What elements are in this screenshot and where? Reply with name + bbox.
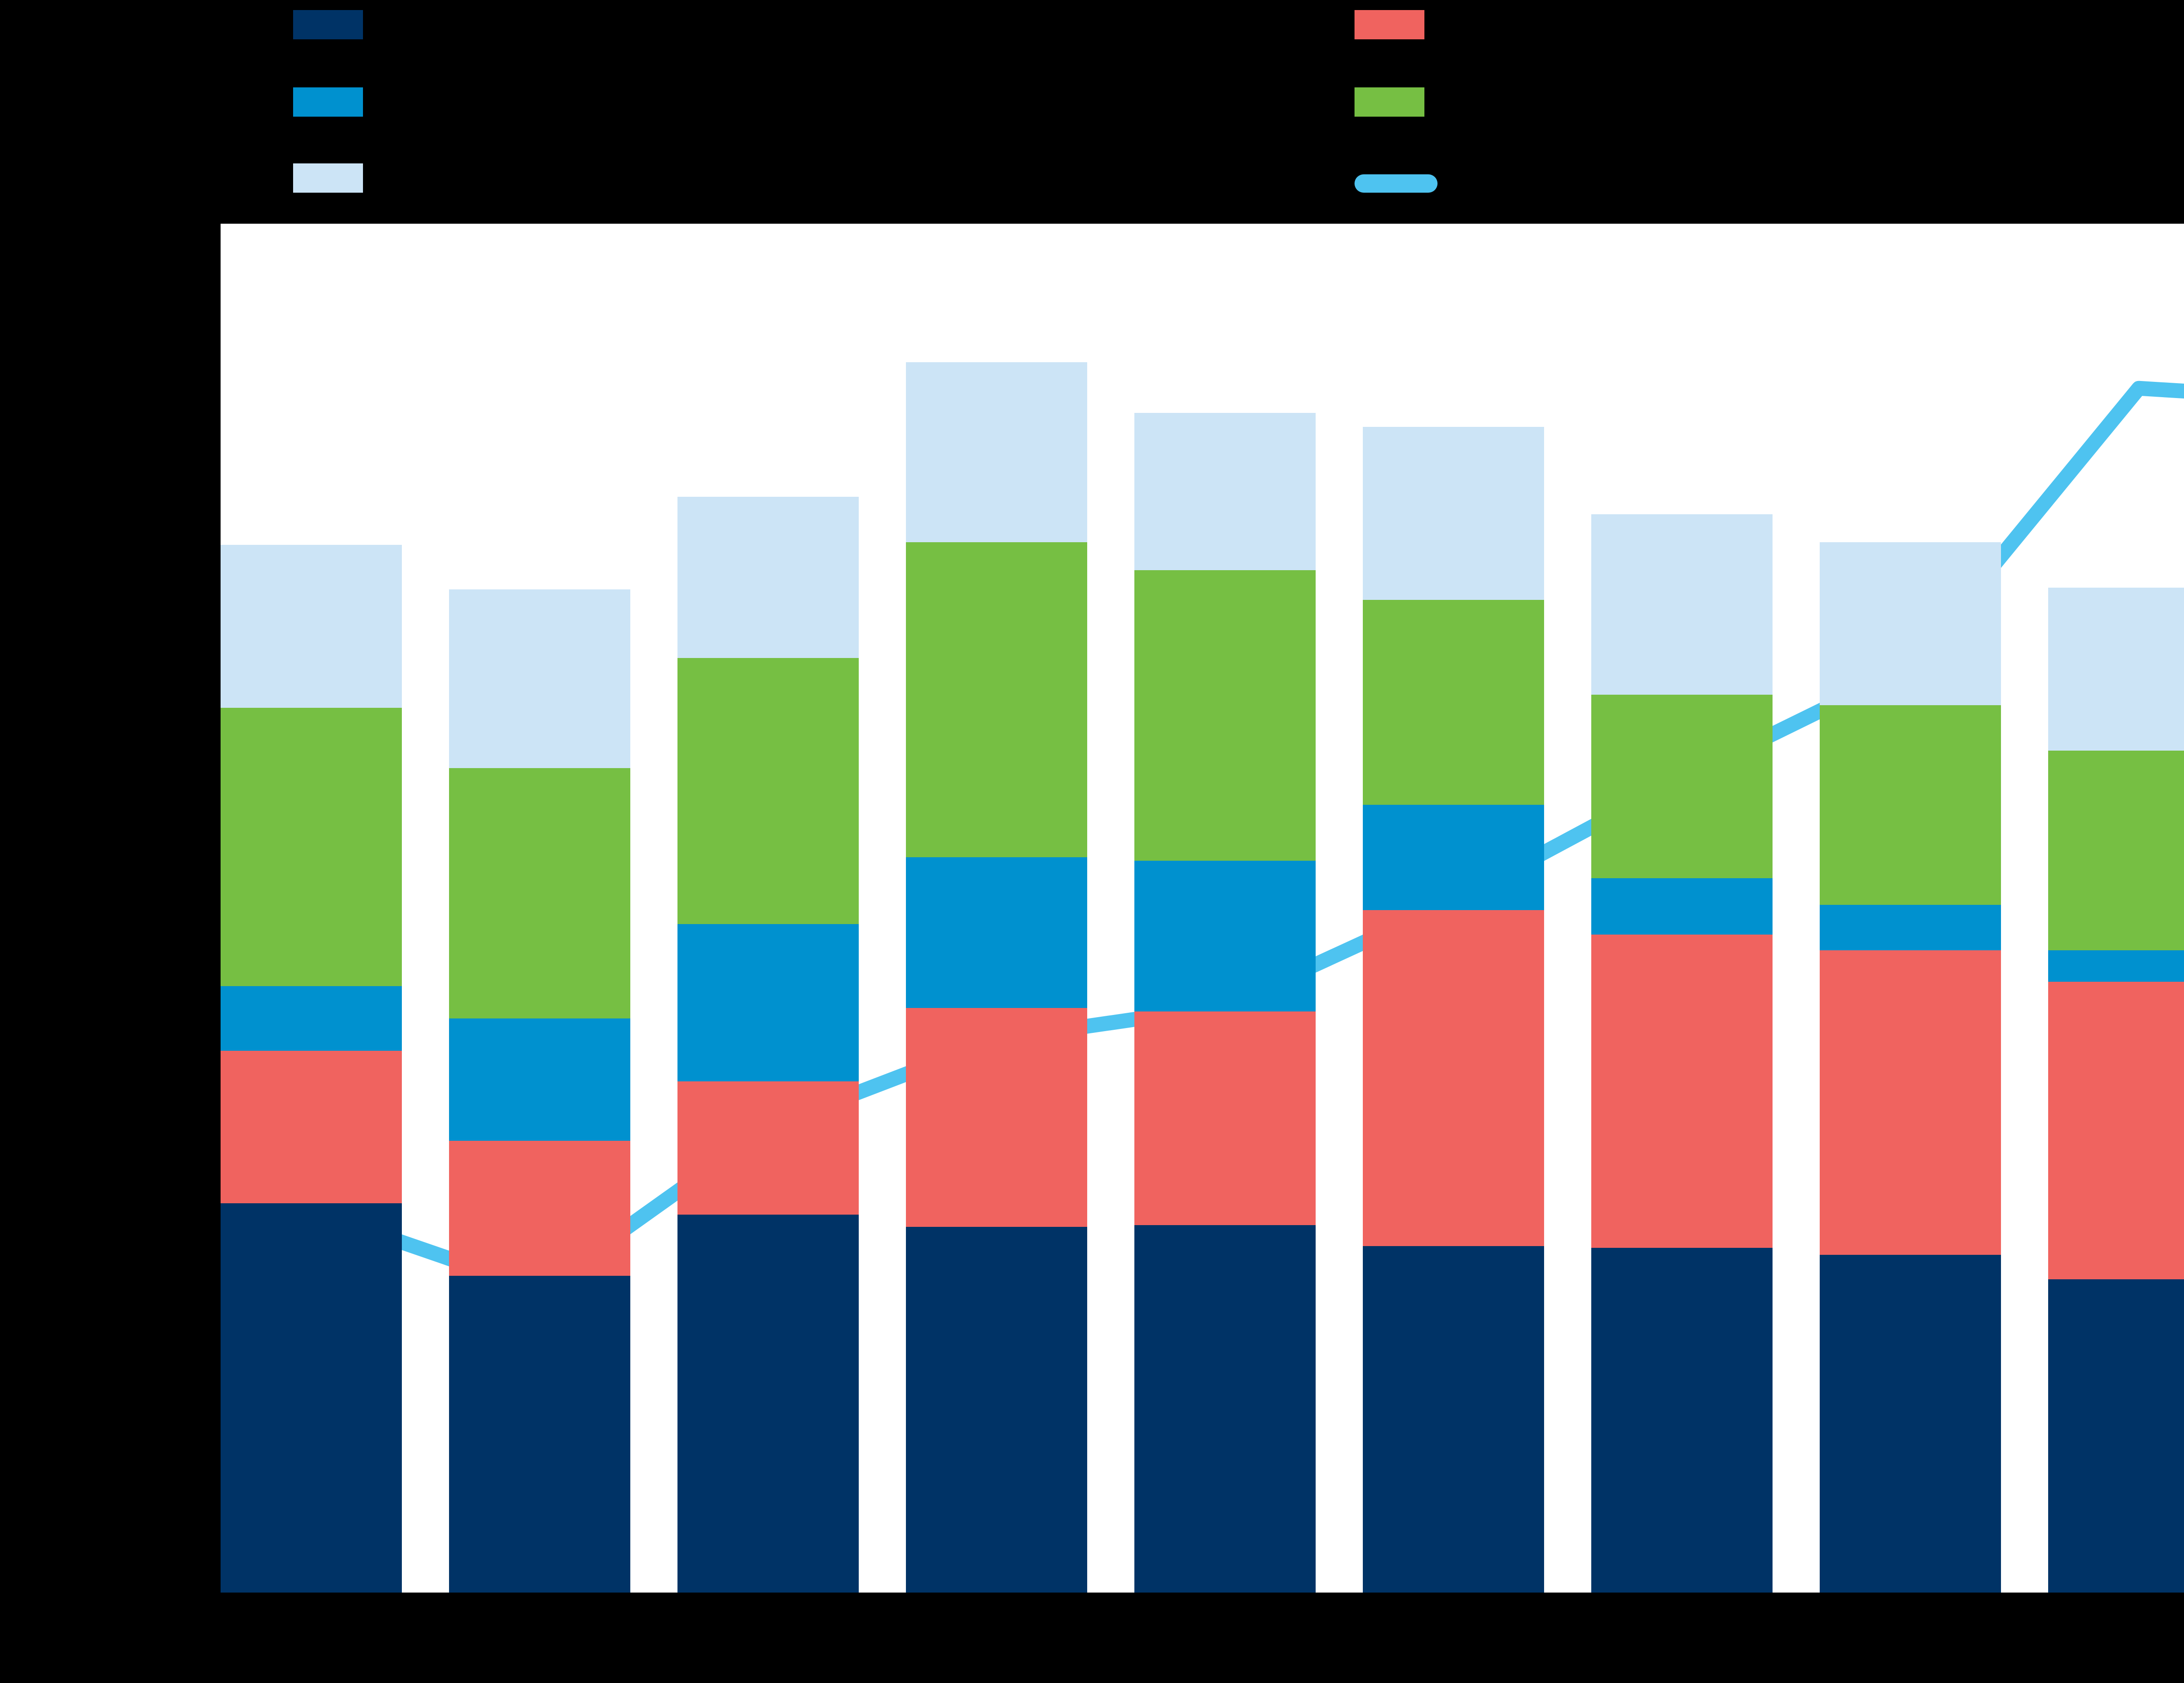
legend-color-swatch (293, 163, 363, 193)
bar-segment-series-3[interactable] (677, 924, 859, 1082)
bar-segment-series-4[interactable] (221, 707, 402, 986)
bar-segment-series-5[interactable] (677, 497, 859, 658)
bar-segment-series-1[interactable] (2048, 1279, 2184, 1593)
bar-3[interactable] (677, 497, 859, 1593)
legend-color-swatch (293, 10, 363, 40)
legend-item-label: Series 4 (1450, 10, 1549, 40)
y-axis-tick-label: 2,000 (124, 1227, 192, 1257)
bar-segment-series-4[interactable] (906, 542, 1087, 858)
y-axis-tick-label: 8,000 (124, 177, 192, 207)
bar-7[interactable] (1591, 514, 1773, 1593)
bar-segment-series-5[interactable] (906, 362, 1087, 543)
bar-segment-series-1[interactable] (449, 1275, 630, 1593)
y-axis-tick-label: 0 (177, 1577, 192, 1607)
bar-segment-series-1[interactable] (1820, 1254, 2001, 1593)
bar-segment-series-4[interactable] (2048, 751, 2184, 950)
bar-segment-series-2[interactable] (1591, 934, 1773, 1248)
bar-segment-series-2[interactable] (1363, 910, 1544, 1246)
bar-segment-series-5[interactable] (1591, 514, 1773, 695)
legend-item-label: Line series (1463, 168, 1594, 198)
bar-segment-series-5[interactable] (1363, 426, 1544, 600)
legend-color-swatch (293, 87, 363, 117)
legend-item-series-3[interactable]: Series 3 (293, 163, 487, 194)
bar-segment-series-2[interactable] (677, 1081, 859, 1215)
bar-segment-series-1[interactable] (1363, 1246, 1544, 1593)
bar-segment-series-5[interactable] (2048, 588, 2184, 751)
bar-segment-series-2[interactable] (906, 1008, 1087, 1227)
bar-segment-series-2[interactable] (1134, 1011, 1316, 1225)
bar-segment-series-5[interactable] (449, 589, 630, 769)
plot-area (221, 224, 2184, 1593)
bar-4[interactable] (906, 362, 1087, 1593)
bar-segment-series-5[interactable] (221, 545, 402, 708)
legend-item-line-series[interactable]: Line series (1355, 168, 1594, 199)
chart-legend: Series 1 Series 2 Series 3 Series 4 Series 5… (0, 0, 2184, 224)
bar-segment-series-2[interactable] (221, 1051, 402, 1203)
bar-1[interactable] (221, 545, 402, 1593)
y-axis-tick-label: 3,000 (124, 1052, 192, 1083)
legend-item-series-4[interactable]: Series 4 (1355, 9, 1549, 40)
bar-segment-series-3[interactable] (221, 986, 402, 1051)
legend-color-swatch (1355, 87, 1424, 117)
bar-segment-series-1[interactable] (1134, 1225, 1316, 1593)
legend-color-swatch (1355, 10, 1424, 40)
bar-segment-series-2[interactable] (449, 1141, 630, 1276)
bar-segment-series-4[interactable] (1820, 705, 2001, 905)
bar-segment-series-4[interactable] (1363, 600, 1544, 805)
bar-segment-series-3[interactable] (1363, 805, 1544, 910)
line-series-path (304, 381, 2184, 1297)
bar-segment-series-5[interactable] (1134, 412, 1316, 571)
legend-item-series-2[interactable]: Series 2 (293, 87, 487, 118)
bar-9[interactable] (2048, 588, 2184, 1593)
legend-item-label: Series 5 (1450, 87, 1549, 117)
bar-segment-series-3[interactable] (1820, 904, 2001, 950)
bar-segment-series-1[interactable] (677, 1214, 859, 1593)
bar-segment-series-4[interactable] (449, 768, 630, 1018)
legend-item-label: Series 2 (388, 87, 488, 117)
line-series-overlay (304, 381, 2184, 1297)
bar-segment-series-4[interactable] (1134, 570, 1316, 861)
bar-segment-series-1[interactable] (221, 1203, 402, 1593)
legend-line-marker (1355, 174, 1438, 193)
bar-segment-series-3[interactable] (906, 857, 1087, 1008)
y-axis-tick-label: 1,000 (124, 1402, 192, 1433)
bar-segment-series-2[interactable] (2048, 981, 2184, 1279)
bar-segment-series-3[interactable] (449, 1018, 630, 1141)
legend-item-series-5[interactable]: Series 5 (1355, 87, 1549, 118)
y-axis-tick-label: 7,000 (124, 352, 192, 382)
bar-segment-series-1[interactable] (906, 1226, 1087, 1593)
bar-5[interactable] (1134, 412, 1316, 1593)
bar-segment-series-4[interactable] (677, 658, 859, 924)
bar-segment-series-3[interactable] (2048, 950, 2184, 982)
legend-item-label: Series 3 (388, 163, 488, 193)
bar-segment-series-5[interactable] (1820, 542, 2001, 705)
legend-item-label: Series 1 (388, 10, 488, 40)
legend-item-series-1[interactable]: Series 1 (293, 9, 487, 40)
bar-segment-series-3[interactable] (1591, 878, 1773, 935)
bar-segment-series-4[interactable] (1591, 694, 1773, 879)
bar-segment-series-1[interactable] (1591, 1247, 1773, 1593)
y-axis-tick-label: 6,000 (124, 527, 192, 558)
y-axis-tick-label: 4,000 (124, 877, 192, 907)
bar-2[interactable] (449, 589, 630, 1593)
bar-segment-series-2[interactable] (1820, 950, 2001, 1255)
bar-segment-series-3[interactable] (1134, 861, 1316, 1011)
bar-6[interactable] (1363, 426, 1544, 1593)
y-axis-tick-label: 5,000 (124, 702, 192, 732)
bar-8[interactable] (1820, 542, 2001, 1593)
